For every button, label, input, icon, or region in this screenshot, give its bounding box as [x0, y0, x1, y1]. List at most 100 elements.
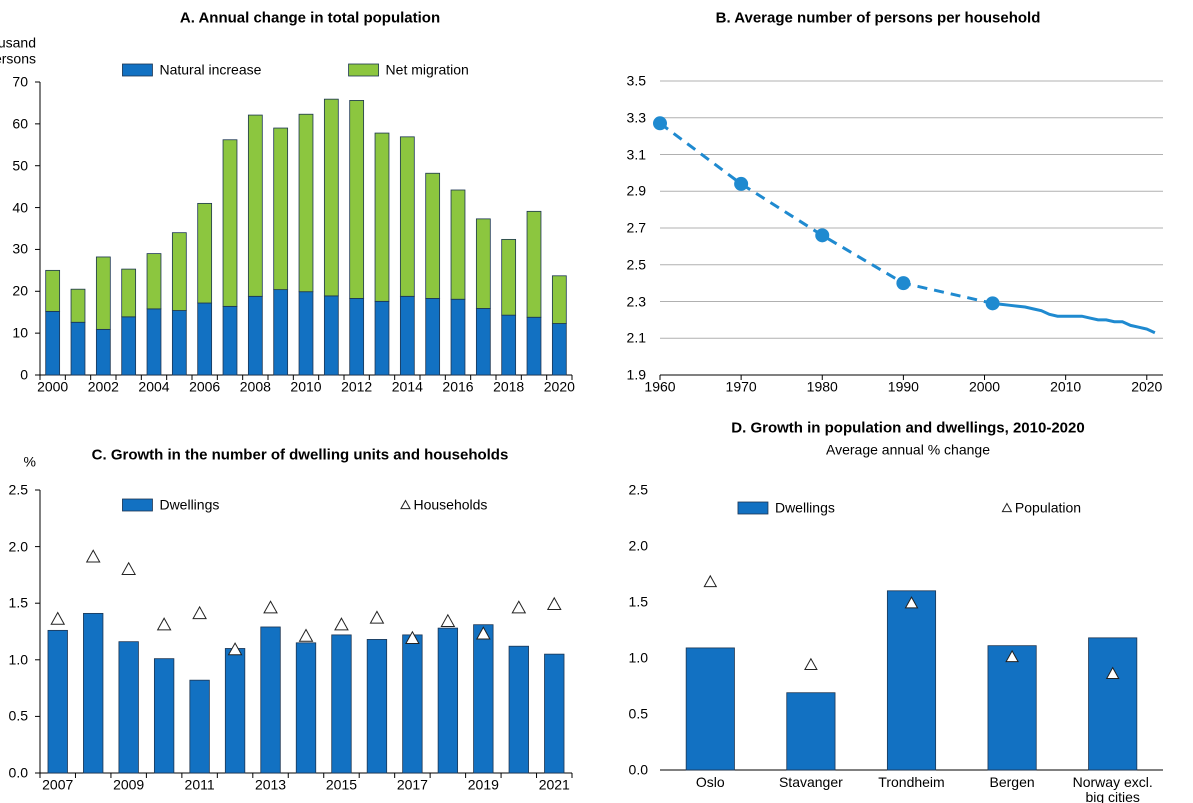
y-tick-label: 2.0: [628, 537, 648, 554]
y-tick-label: 3.5: [626, 72, 646, 89]
bar: [425, 298, 441, 376]
y-tick-label: 2.0: [8, 538, 28, 555]
bar: [399, 136, 415, 297]
x-tick-label: Stavanger: [778, 774, 843, 790]
x-tick-label: 2009: [113, 776, 145, 793]
bar: [171, 310, 187, 376]
bar: [450, 298, 466, 376]
marker: [192, 605, 207, 620]
x-tick-label: 2004: [138, 378, 170, 395]
y-tick-label: 1.5: [8, 594, 28, 611]
bar: [526, 316, 542, 376]
y-tick-label: 2.9: [626, 182, 646, 199]
legend-swatch: [122, 63, 153, 77]
x-tick-label: 2006: [189, 378, 221, 395]
bar: [222, 139, 238, 307]
y-tick-label: 3.1: [626, 146, 646, 162]
bar: [197, 302, 213, 376]
legend-swatch: [122, 498, 153, 512]
legend-marker: [400, 499, 411, 510]
bar: [544, 653, 565, 774]
chart-subtitle: Average annual % change: [826, 441, 990, 458]
bar: [501, 314, 517, 376]
bar: [45, 310, 61, 376]
x-tick-label: Oslo: [695, 774, 725, 790]
bar: [224, 648, 246, 774]
marker: [50, 611, 66, 625]
bar: [366, 639, 388, 774]
y-tick-label: 40: [12, 199, 28, 216]
bar: [450, 189, 466, 300]
chart-title: A. Annual change in total population: [179, 9, 441, 27]
x-tick-label: 2010: [1050, 378, 1082, 395]
legend-label: Dwellings: [159, 496, 220, 513]
legend-marker: [1001, 502, 1013, 513]
chart-title: D. Growth in population and dwellings, 2…: [731, 419, 1085, 437]
bar: [118, 641, 139, 774]
bar: [247, 114, 263, 297]
marker: [511, 600, 527, 614]
x-tick-label: 2012: [341, 378, 373, 395]
x-tick-label: 2000: [968, 378, 1001, 395]
legend-swatch: [737, 501, 769, 515]
bar: [473, 624, 494, 774]
bar: [475, 308, 491, 376]
chart-title: B. Average number of persons per househo…: [715, 9, 1041, 27]
bar: [551, 275, 567, 324]
marker: [405, 630, 420, 644]
bar: [298, 291, 314, 376]
x-tick-label: 2002: [87, 378, 119, 395]
x-tick-label: 2018: [493, 378, 525, 395]
y-tick-label: 0: [20, 366, 28, 383]
bar: [323, 295, 339, 376]
marker: [475, 626, 491, 640]
bar: [437, 627, 459, 774]
x-tick-label: 2011: [184, 776, 215, 793]
x-tick-label: 2008: [239, 378, 271, 395]
y-tick-label: 2.1: [626, 329, 646, 346]
marker: [369, 610, 385, 624]
y-tick-label: 2.5: [8, 481, 28, 498]
y-axis-label: %: [23, 453, 36, 470]
bar: [987, 645, 1037, 771]
bar: [425, 172, 441, 299]
bar: [260, 626, 281, 774]
line: [992, 301, 1156, 335]
x-tick-label: Norway excl. big cities: [1072, 774, 1153, 803]
y-tick-label: 50: [12, 157, 28, 174]
bar: [526, 210, 542, 318]
marker: [121, 561, 137, 575]
y-tick-label: 2.3: [626, 293, 646, 309]
bar: [121, 316, 137, 376]
x-tick-label: 2016: [442, 378, 474, 395]
y-tick-label: 70: [12, 73, 28, 90]
bar: [1088, 637, 1138, 771]
bar: [508, 645, 529, 774]
x-tick-label: 1960: [644, 378, 676, 395]
x-tick-label: Bergen: [989, 774, 1035, 790]
x-tick-label: 2019: [467, 776, 499, 793]
point: [815, 228, 830, 243]
bar: [349, 298, 365, 376]
x-tick-label: 2021: [538, 776, 570, 793]
y-tick-label: 3.3: [626, 109, 646, 126]
bar: [399, 295, 415, 376]
marker: [1105, 666, 1120, 679]
y-tick-label: 30: [12, 240, 28, 257]
line: [659, 122, 993, 305]
y-axis-label: persons: [0, 50, 36, 67]
y-tick-label: 2.7: [626, 219, 646, 236]
bar: [298, 113, 314, 293]
point: [734, 176, 749, 191]
bar: [374, 132, 390, 302]
x-tick-label: 2017: [396, 776, 428, 793]
bar: [295, 642, 317, 774]
x-tick-label: 2015: [325, 776, 358, 793]
marker: [546, 596, 562, 611]
marker: [263, 600, 278, 614]
point: [985, 296, 1000, 311]
bar: [475, 218, 491, 309]
x-tick-label: 2000: [37, 378, 69, 395]
marker: [440, 613, 456, 628]
